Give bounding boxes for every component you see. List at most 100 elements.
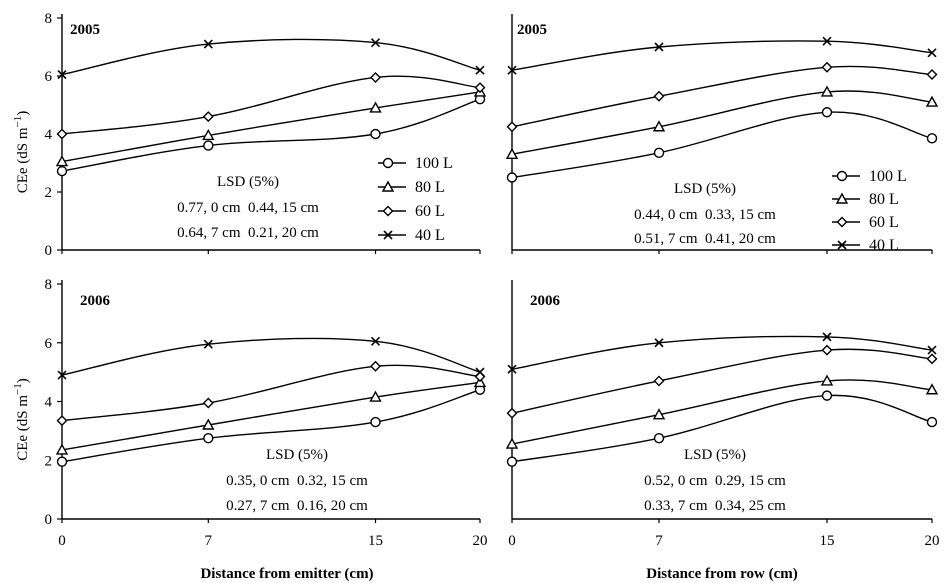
- point-40l-bottom-right: [507, 364, 517, 374]
- y-tick-label-bottom-left: 0: [45, 512, 53, 528]
- y-tick-label-bottom-left: 6: [45, 336, 53, 352]
- legend-entry-top-left: 40 L: [378, 227, 445, 244]
- point-60l-bottom-right: [926, 353, 938, 365]
- point-60l-top-right: [926, 69, 938, 81]
- point-60l-top-left: [474, 82, 486, 94]
- point-40l-top-left: [57, 69, 67, 80]
- legend-marker: [383, 230, 393, 240]
- point-40l-top-right: [654, 42, 664, 52]
- legend-label: 80 L: [869, 191, 899, 208]
- panel-bottom-right: 0 7 15 20 2006: [505, 280, 940, 549]
- point-80l-top-right: [652, 120, 666, 132]
- y-tick-label-bottom-left: 8: [45, 277, 53, 293]
- legend-entry-top-right: 80 L: [832, 191, 899, 208]
- series-line-80l-bottom-left: [61, 381, 481, 451]
- series-line-100l-bottom-right: [511, 394, 933, 463]
- x-tick-label-bottom-right: 7: [655, 533, 663, 549]
- point-80l-top-left: [202, 129, 215, 141]
- point-100l-bottom-right: [653, 433, 665, 444]
- point-80l-top-right: [820, 85, 834, 97]
- legend-entry-top-right: 40 L: [832, 237, 899, 254]
- panel-bottom-left: 0 2 4 6 8 0 7 15 20 CEe (dS m−1) 2006: [12, 277, 488, 549]
- point-60l-bottom-left: [474, 371, 486, 383]
- x-axis-title-left: Distance from emitter (cm): [200, 566, 373, 582]
- lsd-line1-top-left: 0.77, 0 cm 0.44, 15 cm: [177, 200, 319, 216]
- point-100l-top-right: [821, 107, 833, 118]
- legend-entry-top-left: 100 L: [378, 155, 453, 172]
- lsd-line2-bottom-right: 0.33, 7 cm 0.34, 25 cm: [644, 498, 786, 514]
- y-tick-label-bottom-left: 2: [45, 453, 53, 469]
- point-100l-top-right: [506, 172, 518, 183]
- point-60l-top-right: [821, 61, 833, 73]
- x-tick-label-bottom-right: 15: [820, 533, 835, 549]
- series-line-40l-top-left: [61, 38, 481, 76]
- point-100l-bottom-right: [926, 416, 938, 428]
- point-100l-bottom-right: [506, 456, 518, 467]
- point-60l-bottom-left: [202, 397, 214, 409]
- legend-label: 100 L: [415, 155, 453, 172]
- y-tick-label-top-left: 0: [45, 243, 53, 259]
- legend-marker: [836, 170, 848, 182]
- y-tick-label-top-left: 4: [45, 127, 53, 143]
- legend-label: 60 L: [869, 214, 899, 231]
- y-tick-label-bottom-left: 4: [45, 395, 53, 411]
- point-40l-top-right: [927, 48, 937, 58]
- x-tick-label-bottom-left: 20: [473, 533, 488, 549]
- point-60l-top-right: [653, 90, 665, 102]
- point-100l-bottom-left: [370, 416, 381, 428]
- lsd-title-top-left: LSD (5%): [217, 174, 279, 190]
- point-80l-bottom-right: [505, 437, 519, 449]
- point-100l-bottom-left: [56, 456, 68, 467]
- y-axis-title-bottom-left: CEe (dS m−1): [12, 378, 31, 461]
- year-label-top-right: 2005: [517, 22, 547, 38]
- x-tick-label-bottom-right: 20: [925, 533, 940, 549]
- legend-marker: [836, 216, 848, 228]
- series-line-60l-bottom-right: [511, 348, 933, 414]
- legend-marker: [382, 205, 394, 217]
- point-40l-bottom-left: [57, 370, 67, 380]
- legend-label: 100 L: [869, 168, 907, 185]
- y-axis-title-top-left: CEe (dS m−1): [12, 111, 31, 194]
- point-40l-bottom-right: [822, 332, 832, 342]
- series-line-80l-top-right: [511, 90, 933, 155]
- point-80l-top-left: [55, 155, 69, 167]
- series-line-40l-bottom-right: [511, 335, 933, 370]
- point-80l-bottom-left: [202, 418, 215, 430]
- point-40l-bottom-left: [370, 336, 381, 346]
- series-line-60l-top-right: [511, 65, 933, 128]
- series-line-100l-bottom-left: [61, 389, 481, 463]
- point-80l-bottom-right: [925, 383, 939, 395]
- point-40l-top-left: [203, 39, 213, 49]
- point-80l-bottom-left: [369, 390, 382, 402]
- point-80l-bottom-right: [820, 374, 834, 386]
- series-line-60l-top-left: [61, 75, 481, 135]
- point-80l-top-right: [925, 95, 939, 107]
- series-line-80l-top-left: [61, 91, 481, 163]
- x-tick-label-bottom-right: 0: [508, 533, 516, 549]
- series-line-40l-top-right: [511, 40, 933, 71]
- series-line-60l-bottom-left: [61, 364, 481, 422]
- point-100l-bottom-right: [821, 390, 833, 401]
- legend-entry-top-right: 60 L: [832, 214, 899, 231]
- panel-top-right: 2005 100 L 80 L 60 L 40 L: [505, 14, 939, 254]
- legend-entry-top-left: 60 L: [378, 203, 445, 220]
- series-line-100l-top-left: [61, 98, 481, 172]
- point-40l-bottom-left: [203, 339, 213, 349]
- point-40l-top-left: [370, 38, 381, 48]
- lsd-line2-bottom-left: 0.27, 7 cm 0.16, 20 cm: [226, 498, 368, 514]
- series-line-80l-bottom-right: [511, 379, 933, 445]
- point-100l-bottom-left: [203, 433, 214, 444]
- legend-marker: [835, 192, 849, 204]
- series-line-40l-bottom-left: [61, 337, 481, 376]
- lsd-line1-bottom-left: 0.35, 0 cm 0.32, 15 cm: [226, 473, 368, 489]
- x-tick-label-bottom-left: 0: [58, 533, 66, 549]
- legend-marker: [382, 157, 394, 169]
- point-40l-bottom-right: [927, 345, 937, 355]
- point-60l-top-left: [202, 111, 214, 123]
- point-40l-top-left: [475, 65, 485, 75]
- series-line-100l-top-right: [511, 111, 933, 179]
- point-100l-top-left: [56, 165, 68, 177]
- lsd-line2-top-right: 0.51, 7 cm 0.41, 20 cm: [634, 231, 776, 247]
- lsd-line1-top-right: 0.44, 0 cm 0.33, 15 cm: [634, 207, 776, 223]
